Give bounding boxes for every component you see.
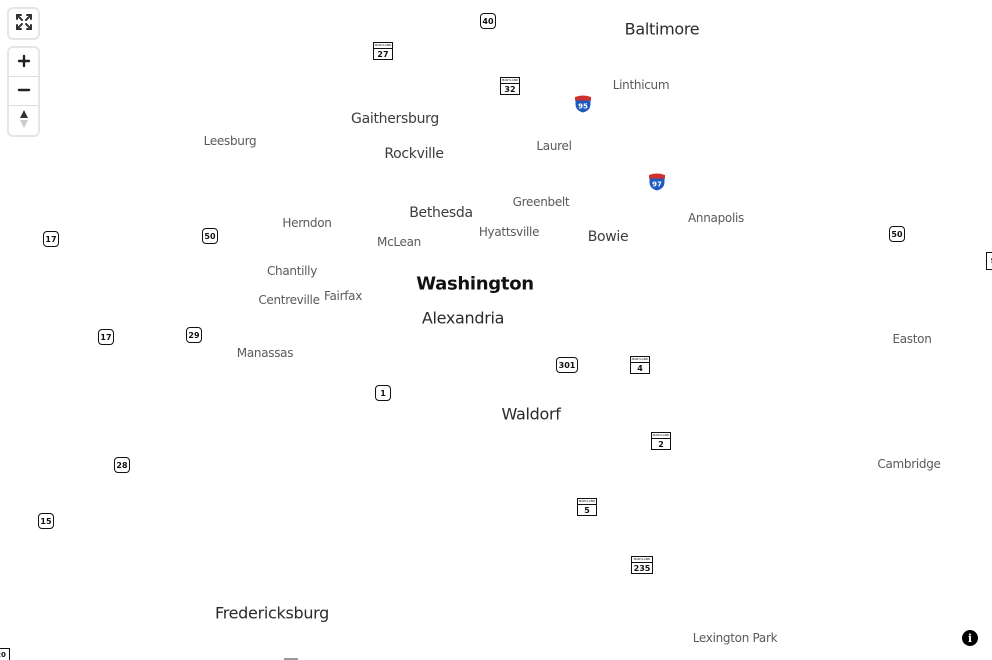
- city-label-rockville: Rockville: [384, 146, 444, 162]
- interstate-number: 95: [578, 103, 588, 111]
- md-route-number: 2: [658, 440, 664, 449]
- city-label-easton: Easton: [892, 332, 932, 346]
- city-label-herndon: Herndon: [282, 216, 332, 230]
- edge-map-feature: [284, 658, 298, 660]
- zoom-out-button[interactable]: [9, 77, 38, 106]
- us-route-50-shield: 50: [202, 228, 218, 244]
- city-label-hyattsville: Hyattsville: [478, 225, 540, 239]
- md-route-32-shield: MARYLAND 32: [500, 77, 520, 95]
- city-label-annapolis: Annapolis: [688, 211, 744, 225]
- md-route-5-shield: MARYLAND 5: [577, 498, 597, 516]
- zoom-in-button[interactable]: [9, 48, 38, 77]
- edge-route-shield: 5: [986, 252, 992, 270]
- city-label-washington: Washington: [416, 273, 534, 295]
- us-route-17-shield: 17: [98, 329, 114, 345]
- city-label-gaithersburg: Gaithersburg: [351, 111, 439, 127]
- md-route-tag: MARYLAND: [652, 433, 670, 439]
- us-route-17-shield: 17: [43, 231, 59, 247]
- md-route-tag: MARYLAND: [374, 43, 392, 49]
- fullscreen-icon: [14, 12, 34, 36]
- md-route-tag: MARYLAND: [501, 78, 519, 84]
- city-label-fairfax: Fairfax: [323, 289, 363, 303]
- city-label-linthicum: Linthicum: [612, 78, 670, 92]
- city-label-lexington-park: Lexington Park: [692, 631, 778, 645]
- us-route-1-shield: 1: [375, 385, 391, 401]
- compass-icon: [18, 108, 30, 134]
- us-route-15-shield: 15: [38, 513, 54, 529]
- md-route-number: 4: [637, 364, 643, 373]
- plus-icon: [17, 53, 31, 72]
- edge-route-shield: 20: [0, 648, 10, 660]
- interstate-95-shield: 95: [573, 94, 593, 114]
- city-label-cambridge: Cambridge: [877, 457, 941, 471]
- city-label-chantilly: Chantilly: [266, 264, 318, 278]
- interstate-97-shield: 97: [647, 172, 667, 192]
- interstate-number: 97: [652, 181, 662, 189]
- city-label-alexandria: Alexandria: [421, 308, 505, 328]
- city-label-bethesda: Bethesda: [409, 205, 473, 221]
- md-route-number: 235: [633, 564, 651, 573]
- md-route-tag: MARYLAND: [632, 557, 652, 563]
- city-label-centreville: Centreville: [258, 293, 320, 307]
- us-route-301-shield: 301: [556, 357, 578, 373]
- md-route-number: 32: [504, 85, 516, 94]
- md-route-number: 27: [377, 50, 389, 59]
- us-route-50-shield: 50: [889, 226, 905, 242]
- us-route-29-shield: 29: [186, 327, 202, 343]
- md-route-235-shield: MARYLAND 235: [631, 556, 653, 574]
- md-route-number: 5: [584, 506, 590, 515]
- city-label-leesburg: Leesburg: [203, 134, 257, 148]
- md-route-tag: MARYLAND: [578, 499, 596, 505]
- minus-icon: [17, 82, 31, 101]
- us-route-28-shield: 28: [114, 457, 130, 473]
- us-route-40-shield: 40: [480, 13, 496, 29]
- md-route-27-shield: MARYLAND 27: [373, 42, 393, 60]
- city-label-waldorf: Waldorf: [501, 404, 561, 424]
- city-label-laurel: Laurel: [536, 139, 572, 153]
- city-label-fredericksburg: Fredericksburg: [214, 603, 330, 623]
- md-route-2-shield: MARYLAND 2: [651, 432, 671, 450]
- city-label-manassas: Manassas: [236, 346, 294, 360]
- md-route-tag: MARYLAND: [631, 357, 649, 363]
- city-label-greenbelt: Greenbelt: [512, 195, 570, 209]
- city-label-bowie: Bowie: [587, 229, 629, 245]
- attribution-info-button[interactable]: i: [962, 630, 978, 646]
- md-route-4-shield: MARYLAND 4: [630, 356, 650, 374]
- city-label-baltimore: Baltimore: [624, 19, 700, 39]
- fullscreen-button[interactable]: [9, 9, 38, 38]
- reset-bearing-button[interactable]: [9, 106, 38, 135]
- info-icon: i: [967, 631, 973, 645]
- fullscreen-control: [9, 9, 38, 38]
- navigation-control: [9, 48, 38, 135]
- city-label-mclean: McLean: [377, 235, 421, 249]
